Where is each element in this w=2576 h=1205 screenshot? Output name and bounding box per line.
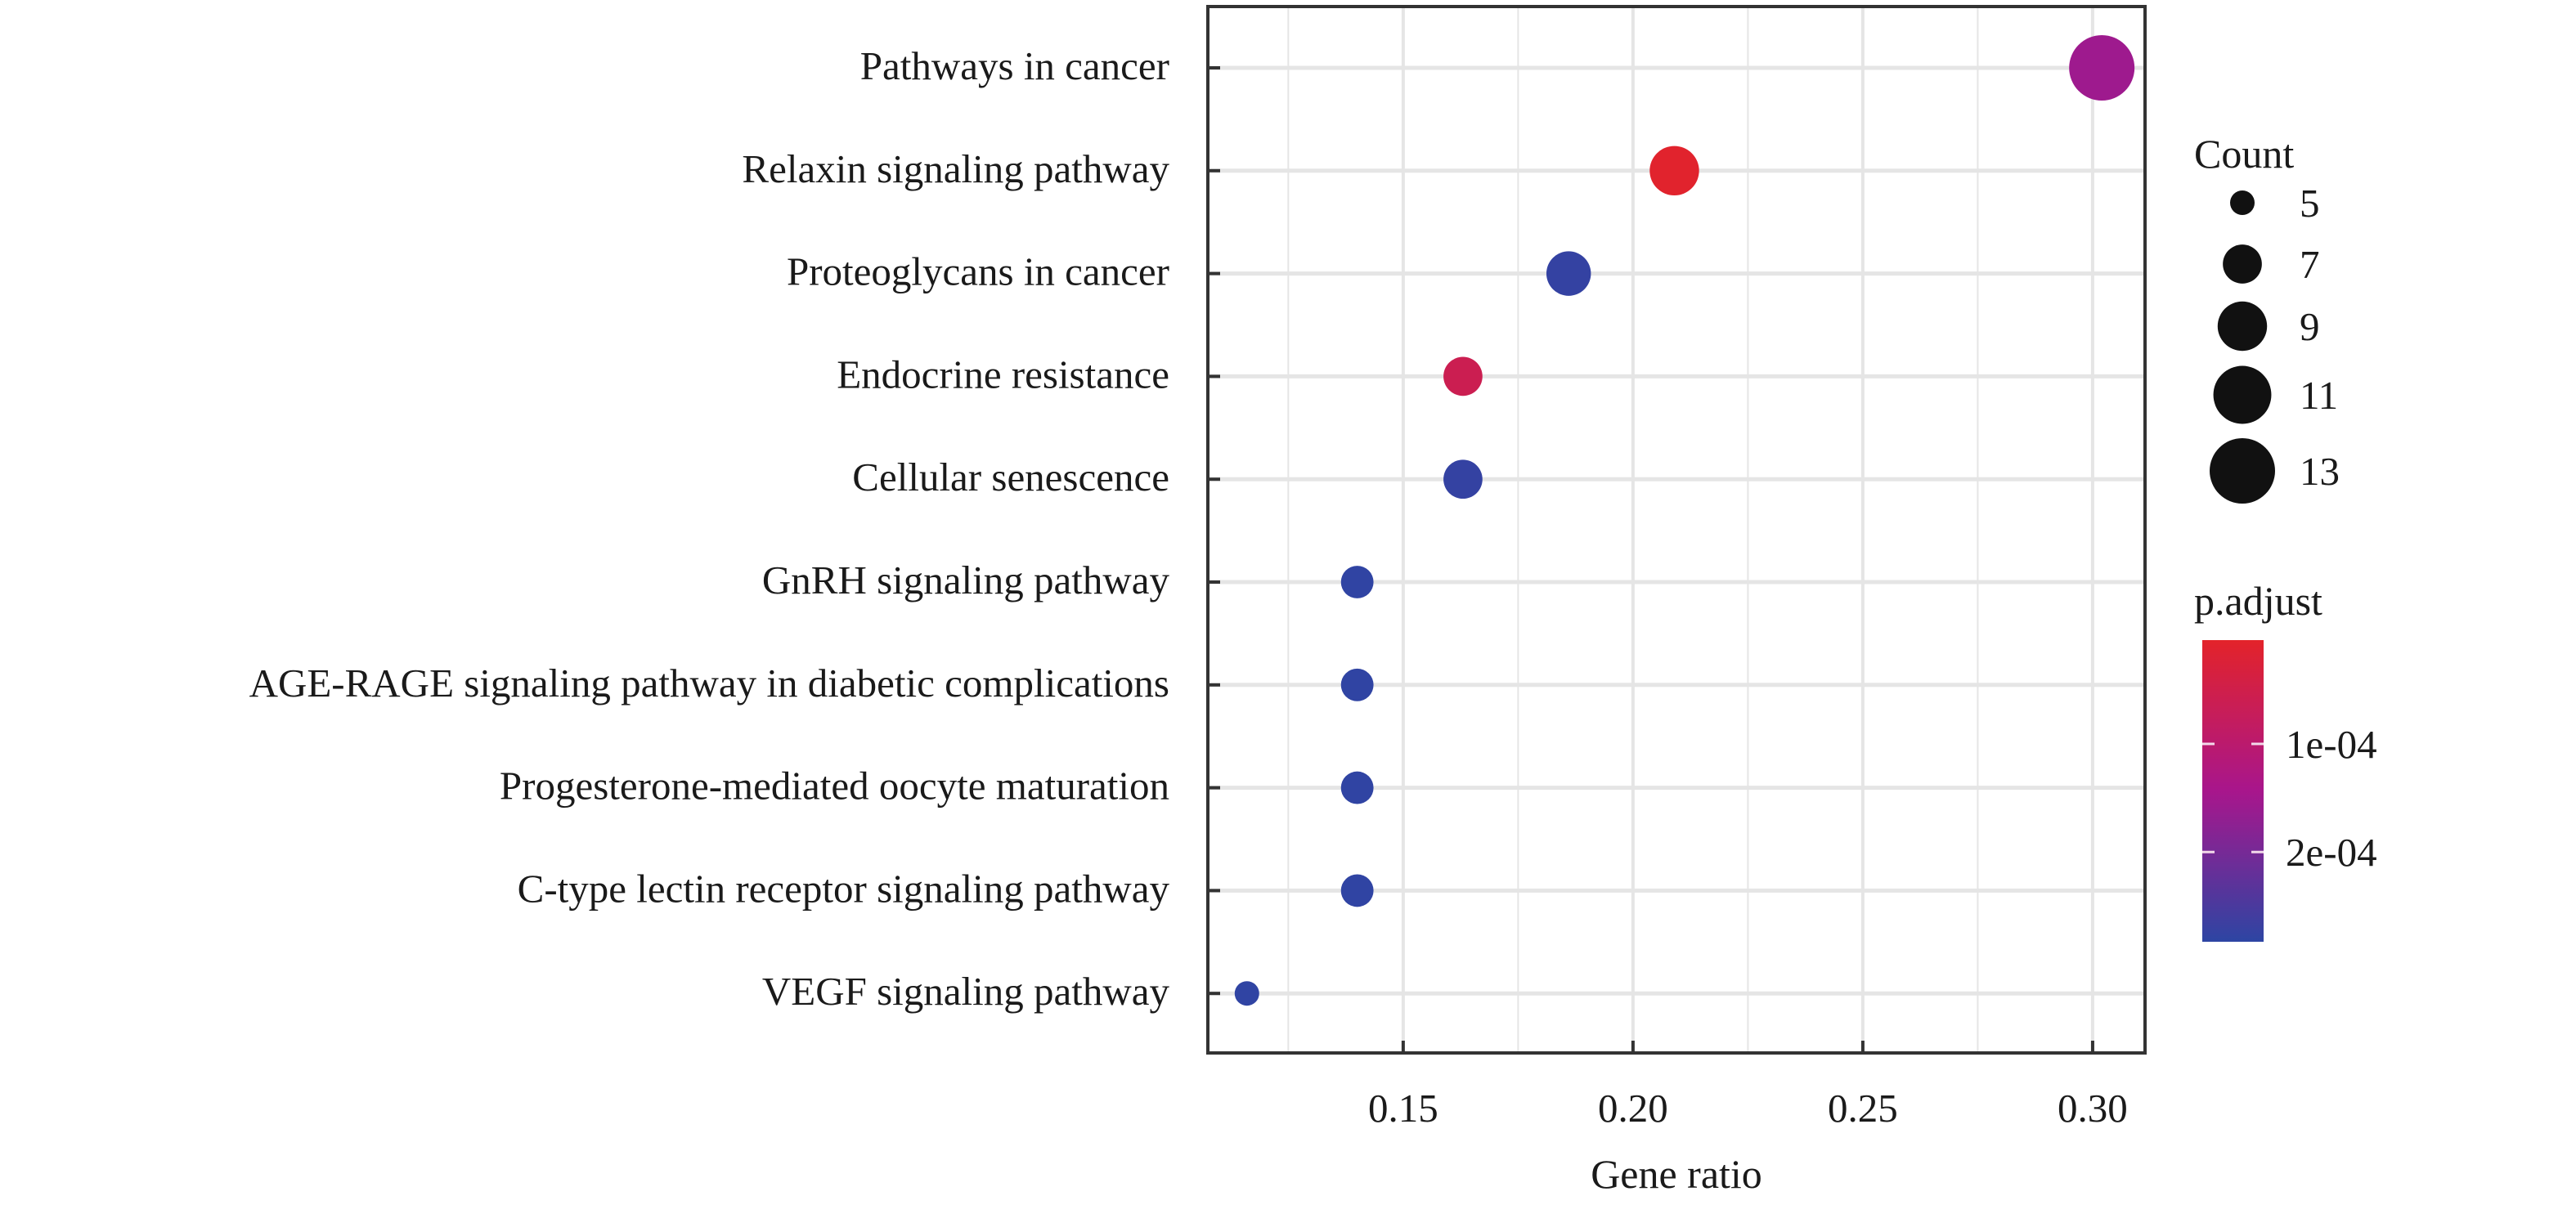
x-tick-label: 0.25 bbox=[1828, 1086, 1898, 1131]
x-axis-title: Gene ratio bbox=[1591, 1151, 1762, 1197]
y-axis-label: C-type lectin receptor signaling pathway bbox=[518, 866, 1170, 911]
x-axis-tick-labels: 0.15 0.20 0.25 0.30 bbox=[1368, 1086, 2128, 1131]
size-legend-label: 5 bbox=[2300, 181, 2320, 226]
x-tick-label: 0.15 bbox=[1368, 1086, 1438, 1131]
x-tick-label: 0.20 bbox=[1598, 1086, 1668, 1131]
y-axis-label: Endocrine resistance bbox=[837, 352, 1169, 396]
size-legend-label: 13 bbox=[2300, 449, 2340, 494]
color-legend: p.adjust 1e-04 2e-04 bbox=[2194, 578, 2377, 942]
y-axis-label: Pathways in cancer bbox=[860, 43, 1169, 88]
x-tick-label: 0.30 bbox=[2058, 1086, 2128, 1131]
data-points bbox=[1234, 35, 2135, 1006]
y-axis-label: Progesterone-mediated oocyte maturation bbox=[500, 764, 1169, 809]
colorbar-tick-label: 1e-04 bbox=[2286, 722, 2377, 767]
data-point bbox=[1443, 459, 1483, 499]
size-legend-items: 5 7 9 11 13 bbox=[2210, 181, 2340, 504]
y-axis-label: Cellular senescence bbox=[852, 455, 1169, 499]
y-axis-label: VEGF signaling pathway bbox=[762, 969, 1170, 1014]
colorbar-tick-label: 2e-04 bbox=[2286, 830, 2377, 875]
data-point bbox=[1340, 566, 1374, 598]
major-gridlines bbox=[1208, 7, 2145, 1053]
y-axis-label: Proteoglycans in cancer bbox=[787, 249, 1169, 294]
size-legend-dot bbox=[2213, 365, 2272, 424]
y-axis-labels: Pathways in cancer Relaxin signaling path… bbox=[249, 43, 1170, 1014]
size-legend-dot bbox=[2223, 244, 2262, 284]
size-legend-dot bbox=[2217, 301, 2268, 352]
size-legend-label: 11 bbox=[2300, 373, 2338, 418]
size-legend-dot bbox=[2210, 438, 2275, 504]
plot-border bbox=[1206, 5, 2147, 1055]
colorbar bbox=[2202, 640, 2264, 942]
data-point bbox=[2069, 35, 2135, 101]
color-legend-title: p.adjust bbox=[2194, 578, 2322, 624]
y-axis-ticks bbox=[1208, 66, 1220, 996]
data-point bbox=[1340, 668, 1374, 701]
data-point bbox=[1340, 874, 1374, 907]
y-axis-label: AGE-RAGE signaling pathway in diabetic c… bbox=[249, 661, 1169, 706]
colorbar-ticks: 1e-04 2e-04 bbox=[2202, 722, 2377, 875]
data-point bbox=[1649, 146, 1699, 196]
plot-panel bbox=[1206, 5, 2147, 1055]
x-axis-ticks bbox=[1401, 1041, 2094, 1053]
size-legend-label: 9 bbox=[2300, 304, 2320, 349]
size-legend-dot bbox=[2230, 190, 2255, 215]
data-point bbox=[1234, 981, 1259, 1006]
size-legend-label: 7 bbox=[2300, 242, 2320, 287]
y-axis-label: GnRH signaling pathway bbox=[762, 558, 1170, 602]
data-point bbox=[1546, 251, 1591, 296]
size-legend-title: Count bbox=[2194, 131, 2294, 177]
size-legend: Count 5 7 9 11 13 bbox=[2194, 131, 2340, 504]
y-axis-label: Relaxin signaling pathway bbox=[742, 146, 1169, 191]
data-point bbox=[1443, 356, 1483, 396]
data-point bbox=[1340, 771, 1374, 804]
minor-gridlines bbox=[1287, 7, 1979, 1053]
